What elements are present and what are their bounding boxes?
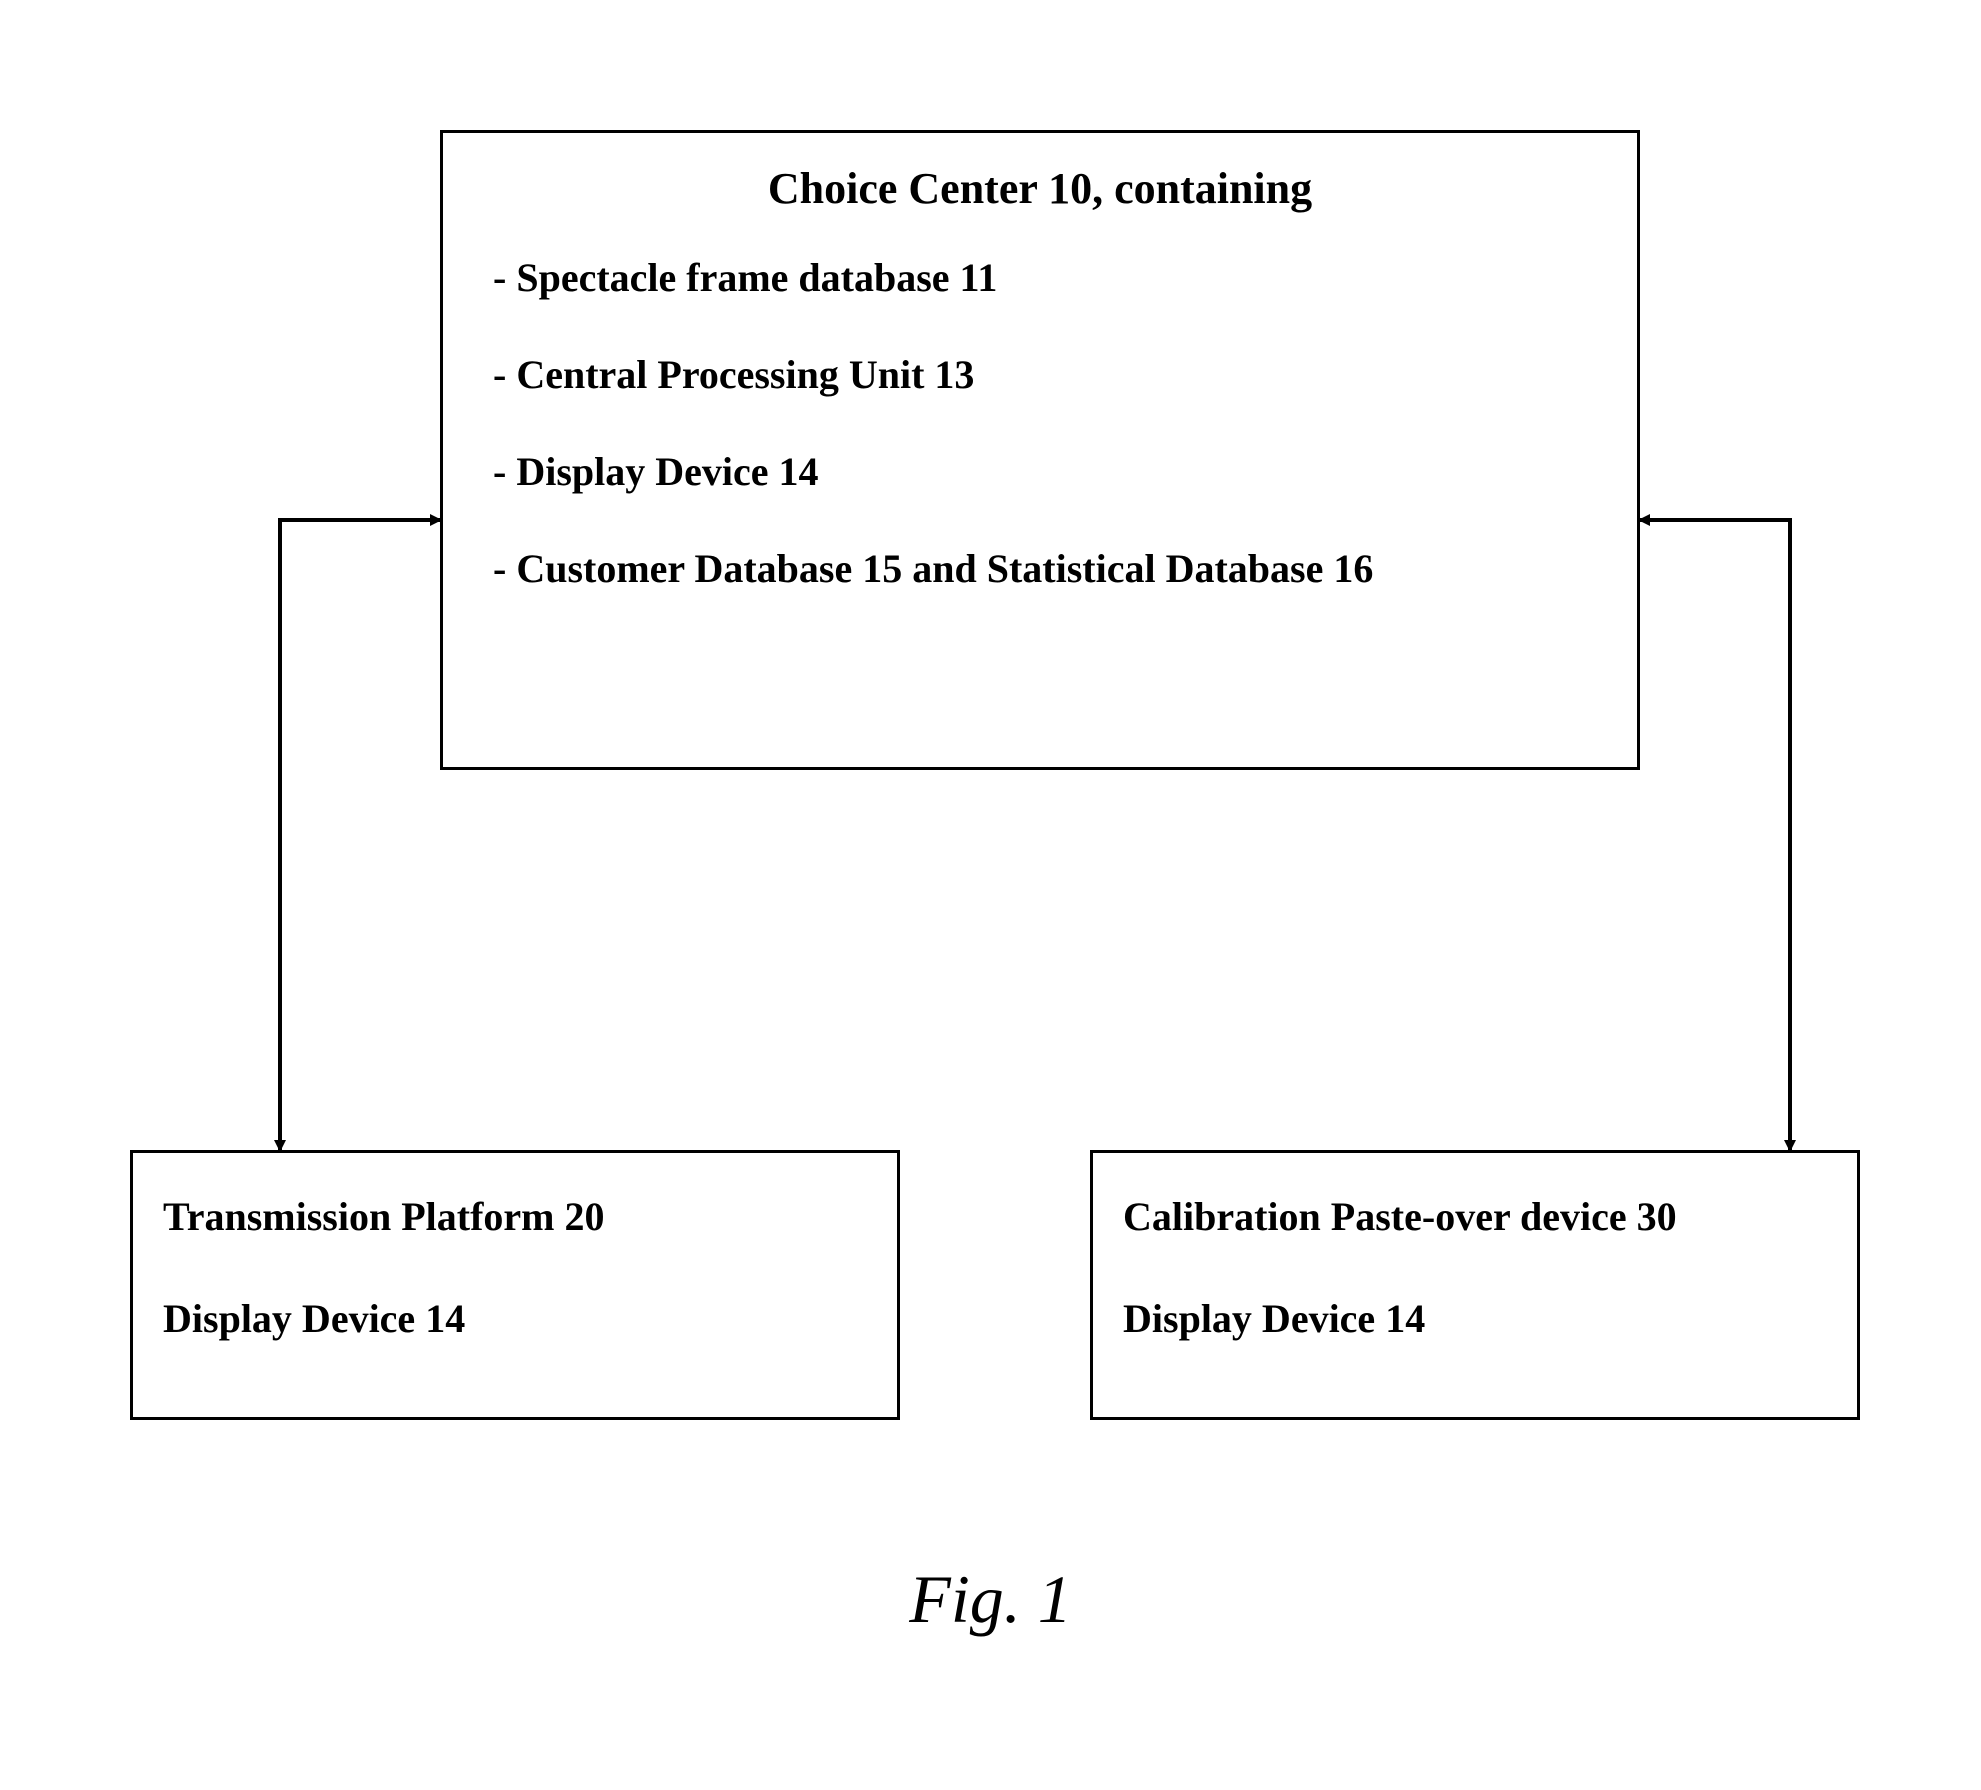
calibration-device-box: Calibration Paste-over device 30 Display… [1090,1150,1860,1420]
list-item: - Display Device 14 [483,448,1597,495]
transmission-platform-box: Transmission Platform 20 Display Device … [130,1150,900,1420]
box-line: Display Device 14 [163,1295,867,1342]
box-line: Transmission Platform 20 [163,1193,867,1240]
edge-right [1640,520,1790,1150]
choice-center-box: Choice Center 10, containing - Spectacle… [440,130,1640,770]
edge-left [280,520,440,1150]
figure-caption: Fig. 1 [0,1560,1981,1639]
diagram-container: Choice Center 10, containing - Spectacle… [0,0,1981,1790]
box-line: Calibration Paste-over device 30 [1123,1193,1827,1240]
list-item: - Central Processing Unit 13 [483,351,1597,398]
list-item: - Customer Database 15 and Statistical D… [483,545,1597,592]
list-item: - Spectacle frame database 11 [483,254,1597,301]
choice-center-title: Choice Center 10, containing [483,163,1597,214]
box-line: Display Device 14 [1123,1295,1827,1342]
